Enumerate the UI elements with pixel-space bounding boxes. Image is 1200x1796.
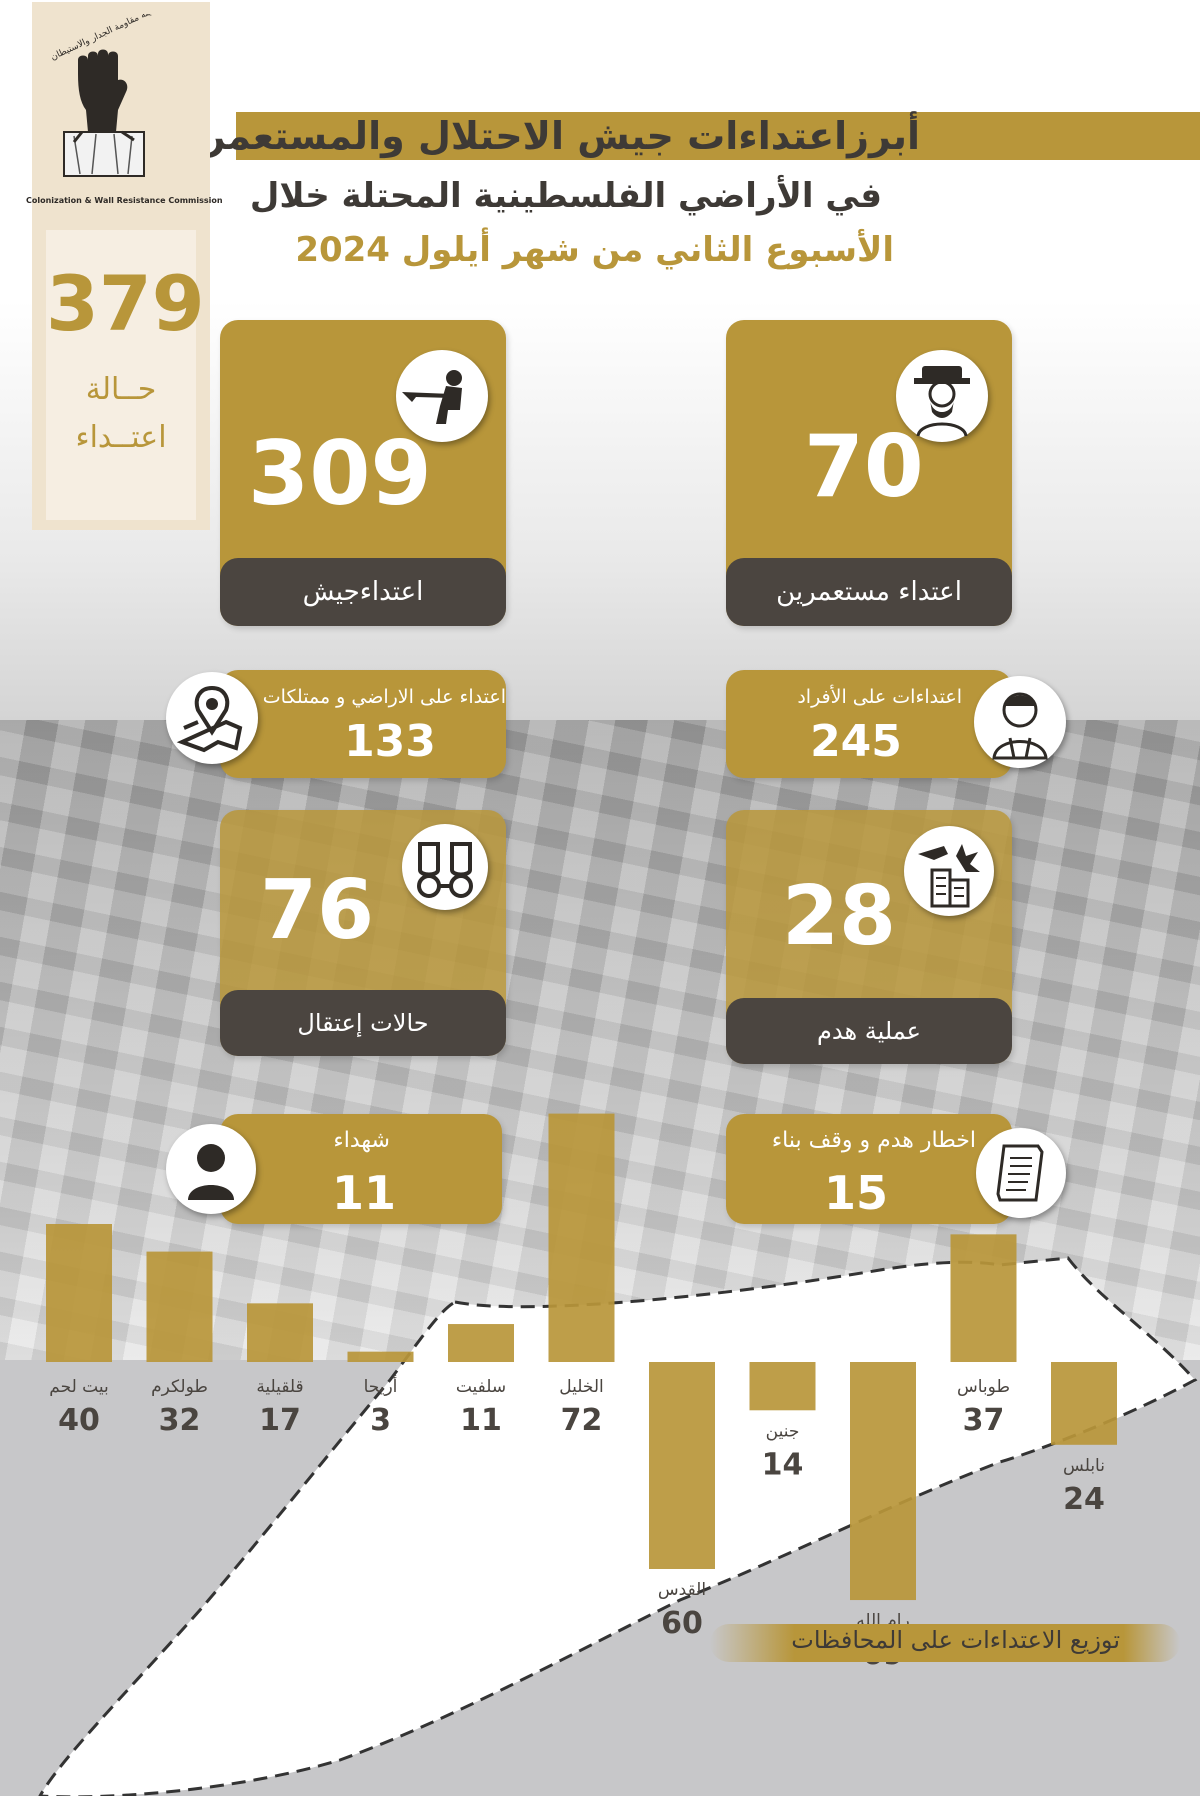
injured-person-icon — [992, 692, 1048, 760]
document-icon-circle — [976, 1128, 1066, 1218]
soldier-icon-circle — [396, 350, 488, 442]
bar-8 — [749, 1362, 816, 1411]
demolition-icon — [918, 844, 980, 908]
bar-4 — [347, 1351, 414, 1362]
governorate-name-10: طوباس — [957, 1377, 1010, 1397]
individuals-attacks-number: 245 — [810, 716, 902, 767]
handcuffs-icon-circle — [402, 824, 488, 910]
bar-5 — [448, 1324, 514, 1362]
bar-1 — [46, 1224, 112, 1362]
handcuffs-icon — [417, 842, 473, 898]
army-attacks-card: 309 اعتداءجيش — [220, 320, 506, 626]
page-title-line1: أبرزاعتداءات جيش الاحتلال والمستعمرين — [155, 114, 920, 158]
governorate-name-5: سلفيت — [456, 1377, 506, 1397]
bar-2 — [146, 1251, 213, 1362]
chart-title: توزيع الاعتداءات على المحافظات — [791, 1626, 1120, 1654]
settler-attacks-card: 70 اعتداء مستعمرين — [726, 320, 1012, 626]
army-attacks-label: اعتداءجيش — [220, 558, 506, 626]
total-label-line1: حــالة — [85, 372, 157, 407]
logo-caption: Colonization & Wall Resistance Commissio… — [26, 196, 223, 205]
bar-3 — [247, 1303, 313, 1362]
person-icon — [188, 1144, 234, 1200]
settler-icon-circle — [896, 350, 988, 442]
bar-9 — [850, 1362, 916, 1601]
bar-11 — [1051, 1362, 1117, 1445]
governorate-name-4: أريحا — [364, 1375, 398, 1397]
governorate-value-4: 3 — [370, 1403, 391, 1438]
injured-icon-circle — [974, 676, 1066, 768]
land-property-number: 133 — [344, 716, 436, 767]
governorate-value-3: 17 — [259, 1403, 301, 1438]
demolition-notices-card: اخطار هدم و وقف بناء 15 — [726, 1114, 1012, 1224]
governorate-name-3: قلقيلية — [256, 1377, 303, 1397]
settler-icon — [914, 366, 970, 437]
land-property-card: اعتداء على الاراضي و ممتلكات 133 — [220, 670, 506, 778]
individuals-attacks-title: اعتداءات على الأفراد — [797, 686, 962, 708]
demolition-icon-circle — [904, 826, 994, 916]
bar-10 — [950, 1234, 1017, 1362]
demolition-notices-title: اخطار هدم و وقف بناء — [771, 1128, 976, 1153]
title-band — [236, 112, 1200, 160]
settler-attacks-label: اعتداء مستعمرين — [726, 558, 1012, 626]
bar-7 — [649, 1362, 715, 1569]
demolition-label: عملية هدم — [726, 998, 1012, 1064]
person-icon-circle — [166, 1124, 256, 1214]
chart-title-brush — [710, 1624, 1180, 1662]
map-border-dashed — [38, 1256, 1198, 1796]
governorate-value-10: 37 — [963, 1403, 1005, 1438]
martyrs-title: شهداء — [333, 1128, 390, 1153]
governorate-value-7: 60 — [661, 1606, 703, 1641]
page-title-line3: الأسبوع الثاني من شهر أيلول 2024 — [295, 230, 894, 270]
governorate-value-6: 72 — [561, 1403, 603, 1438]
land-property-title: اعتداء على الاراضي و ممتلكات — [262, 686, 506, 708]
arrests-number: 76 — [260, 863, 375, 958]
governorate-name-7: القدس — [658, 1580, 706, 1600]
soldier-icon — [402, 370, 462, 424]
demolition-card: 28 عملية هدم — [726, 810, 1012, 1064]
total-attacks-number: 379 — [46, 259, 205, 348]
governorate-name-11: نابلس — [1063, 1456, 1105, 1476]
governorate-value-8: 14 — [762, 1447, 804, 1482]
settler-attacks-number: 70 — [804, 417, 924, 517]
governorate-name-8: جنين — [766, 1421, 800, 1441]
governorate-value-2: 32 — [159, 1403, 201, 1438]
governorate-name-2: طولكرم — [151, 1377, 208, 1397]
location-icon-circle — [166, 672, 258, 764]
chart-title-wrap: توزيع الاعتداءات على المحافظات — [710, 1616, 1180, 1670]
governorate-value-11: 24 — [1063, 1482, 1105, 1517]
document-icon — [996, 1144, 1044, 1202]
governorate-value-1: 40 — [58, 1403, 100, 1438]
chart-bars — [46, 1113, 1117, 1601]
arrests-label: حالات إعتقال — [220, 990, 506, 1056]
chart-labels: بيت لحم 40 طولكرم 32 قلقيلية 17 أريحا 3 سلفيت 11 ا… — [49, 1375, 1105, 1672]
governorate-name-1: بيت لحم — [49, 1377, 108, 1397]
arrests-card: 76 حالات إعتقال — [220, 810, 506, 1056]
total-label-line2: اعتــداء — [75, 420, 167, 455]
governorate-name-6: الخليل — [559, 1377, 604, 1397]
raised-fist-logo-icon: هيئة مقاومة الجدار والاستيطان — [49, 14, 157, 177]
location-map-icon — [176, 685, 243, 753]
page-title-line2: في الأراضي الفلسطينية المحتلة خلال — [249, 176, 882, 216]
martyrs-number: 11 — [331, 1166, 396, 1220]
total-panel — [46, 230, 196, 520]
governorate-value-5: 11 — [460, 1403, 502, 1438]
bar-6 — [548, 1113, 615, 1362]
individuals-attacks-card: اعتداءات على الأفراد 245 — [726, 670, 1012, 778]
army-attacks-number: 309 — [248, 422, 432, 525]
demolition-number: 28 — [782, 869, 897, 964]
demolition-notices-number: 15 — [823, 1166, 888, 1220]
martyrs-card: شهداء 11 — [220, 1114, 502, 1224]
